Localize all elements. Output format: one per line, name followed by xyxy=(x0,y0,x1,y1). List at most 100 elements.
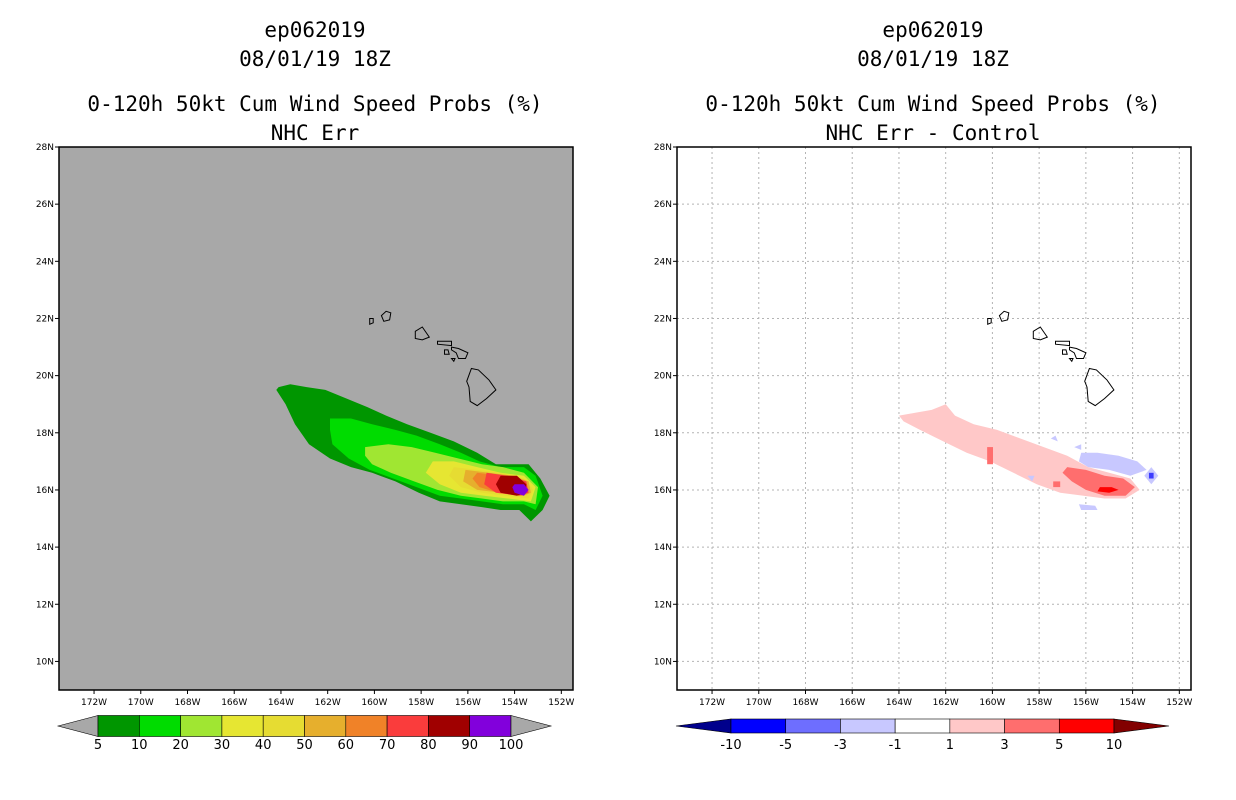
left-legend-swatch xyxy=(469,715,512,737)
right-legend-label: -10 xyxy=(720,738,741,753)
left-legend: 5 10 20 30 40 50 60 70 80 90 100 xyxy=(56,715,553,753)
left-chart-subtitle: NHC Err xyxy=(270,121,360,145)
left-y-tick-label: 22N xyxy=(36,314,54,324)
right-coastline xyxy=(1032,326,1049,341)
right-legend-label: 3 xyxy=(1000,738,1008,753)
left-legend-label: 20 xyxy=(172,738,189,753)
left-y-tick-label: 18N xyxy=(36,429,54,439)
right-plot-area xyxy=(677,147,1191,690)
right-x-tick-label: 170W xyxy=(746,698,772,708)
left-coastline xyxy=(380,310,392,322)
right-legend-swatch xyxy=(1058,718,1115,734)
right-legend-under-arrow xyxy=(675,718,732,734)
left-coastline xyxy=(450,358,456,363)
right-y-tick-label: 26N xyxy=(654,200,672,210)
right-chart: 172W 170W 168W 166W 164W 162W 160W 158W 156W 154W… xyxy=(654,143,1193,753)
left-coastline xyxy=(444,349,450,355)
right-y-tick-label: 12N xyxy=(654,600,672,610)
left-legend-label: 10 xyxy=(131,738,148,753)
left-legend-label: 40 xyxy=(255,738,272,753)
left-legend-label: 5 xyxy=(94,738,102,753)
left-legend-swatch xyxy=(428,715,470,737)
right-x-tick-label: 168W xyxy=(792,698,818,708)
left-x-tick-label: 152W xyxy=(548,698,574,708)
right-plot-frame xyxy=(676,146,1192,691)
right-x-tick-label: 156W xyxy=(1073,698,1099,708)
left-y-tick-label: 16N xyxy=(36,486,54,496)
right-coastline xyxy=(1068,358,1074,363)
left-storm-id: ep062019 xyxy=(264,18,366,42)
left-legend-swatch xyxy=(139,715,181,737)
right-contour--1 xyxy=(1078,452,1147,476)
right-legend-label: 10 xyxy=(1106,738,1123,753)
right-chart-subtitle: NHC Err - Control xyxy=(825,121,1041,145)
left-legend-under-arrow xyxy=(56,715,99,737)
left-legend-swatch xyxy=(221,715,264,737)
right-y-tick-label: 14N xyxy=(654,543,672,553)
left-y-tick-label: 24N xyxy=(36,257,54,267)
left-y-tick-label: 10N xyxy=(36,657,54,667)
left-legend-swatch xyxy=(345,715,388,737)
left-coastline xyxy=(369,318,374,325)
left-x-tick-label: 172W xyxy=(81,698,107,708)
right-contour-cell xyxy=(1148,472,1154,479)
right-y-tick-label: 18N xyxy=(654,429,672,439)
left-x-tick-label: 160W xyxy=(361,698,387,708)
left-legend-swatch xyxy=(304,715,347,737)
right-y-tick-label: 16N xyxy=(654,486,672,496)
right-legend-over-arrow xyxy=(1113,718,1170,734)
right-legend: -10 -5 -3 -1 1 3 5 10 xyxy=(675,718,1170,753)
left-legend-swatch xyxy=(97,715,140,737)
right-legend-swatch xyxy=(894,718,951,734)
right-legend-label: -5 xyxy=(779,738,792,753)
left-y-tick-label: 20N xyxy=(36,372,54,382)
right-y-tick-label: 24N xyxy=(654,257,672,267)
right-contour--1 xyxy=(1050,435,1058,442)
right-contour-cell xyxy=(987,447,993,465)
left-legend-label: 70 xyxy=(379,738,396,753)
right-storm-id: ep062019 xyxy=(882,18,984,42)
right-x-tick-label: 160W xyxy=(979,698,1005,708)
right-y-tick-label: 10N xyxy=(654,657,672,667)
left-x-tick-label: 154W xyxy=(502,698,528,708)
left-panel-title: ep062019 08/01/19 18Z 0-120h 50kt Cum Wi… xyxy=(55,16,575,148)
left-y-tick-label: 26N xyxy=(36,200,54,210)
right-legend-swatch xyxy=(785,718,841,734)
left-coastline xyxy=(466,367,497,407)
right-x-tick-label: 162W xyxy=(933,698,959,708)
left-legend-over-arrow xyxy=(510,715,553,737)
left-date: 08/01/19 18Z xyxy=(239,47,391,71)
left-y-tick-label: 14N xyxy=(36,543,54,553)
right-coastline xyxy=(987,318,992,325)
right-legend-label: 5 xyxy=(1055,738,1063,753)
right-x-tick-label: 172W xyxy=(699,698,725,708)
right-legend-label: -3 xyxy=(834,738,847,753)
left-legend-label: 80 xyxy=(420,738,437,753)
right-contour--1 xyxy=(1027,475,1035,482)
right-x-tick-label: 158W xyxy=(1026,698,1052,708)
left-x-tick-label: 158W xyxy=(408,698,434,708)
right-y-tick-label: 22N xyxy=(654,314,672,324)
left-legend-label: 90 xyxy=(461,738,478,753)
left-x-tick-label: 164W xyxy=(268,698,294,708)
right-y-tick-label: 28N xyxy=(654,143,672,153)
right-chart-title: 0-120h 50kt Cum Wind Speed Probs (%) xyxy=(705,92,1161,116)
right-coastline xyxy=(1055,340,1070,347)
right-y-tick-label: 20N xyxy=(654,372,672,382)
left-coastline xyxy=(414,326,431,341)
right-coastline xyxy=(1062,349,1068,355)
left-y-tick-label: 28N xyxy=(36,143,54,153)
left-chart-title: 0-120h 50kt Cum Wind Speed Probs (%) xyxy=(87,92,543,116)
left-plot-area xyxy=(276,310,550,522)
right-legend-label: -1 xyxy=(889,738,902,753)
right-x-tick-label: 164W xyxy=(886,698,912,708)
left-coastline xyxy=(451,346,469,359)
right-contour-3 xyxy=(1053,481,1061,488)
right-legend-swatch xyxy=(1004,718,1060,734)
left-legend-swatch xyxy=(386,715,429,737)
right-contour-5 xyxy=(1097,487,1119,493)
right-coastline xyxy=(998,310,1010,322)
left-x-tick-label: 156W xyxy=(455,698,481,708)
left-legend-label: 30 xyxy=(214,738,231,753)
